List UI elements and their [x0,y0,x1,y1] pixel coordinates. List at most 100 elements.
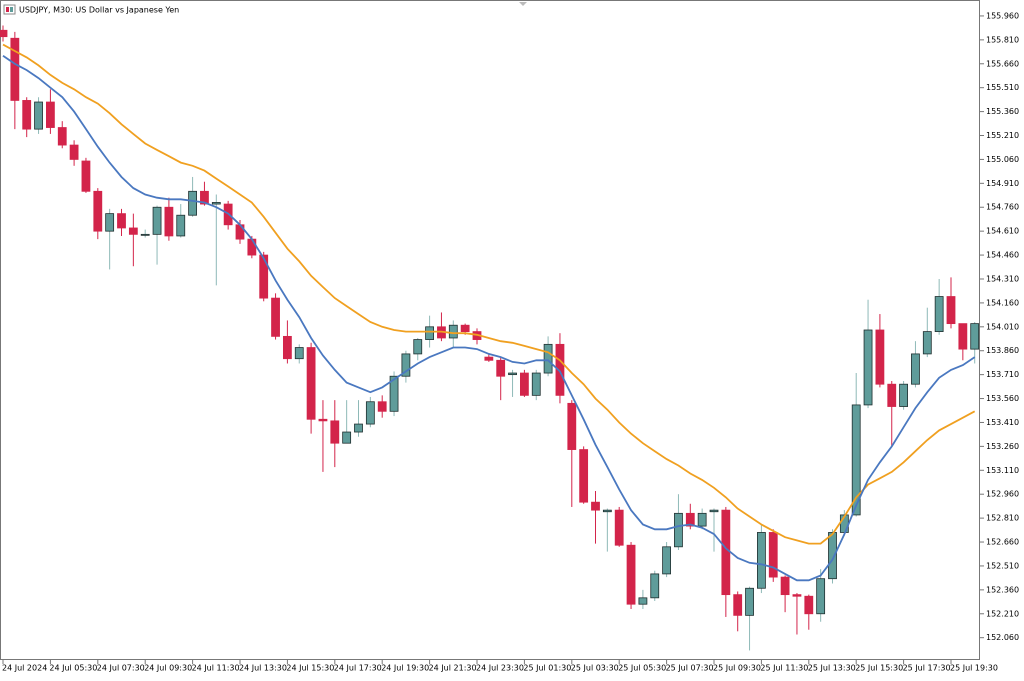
candle-body [934,296,944,332]
x-tick-label: 24 Jul 05:30 [49,664,97,673]
candle-body [792,594,802,597]
candle-body [401,353,411,377]
candle-body [662,546,671,575]
scroll-marker [519,2,527,6]
y-tick-label: 153.410 [986,418,1019,427]
candle-body [685,512,695,527]
candle-body [81,160,91,192]
x-tick-label: 25 Jul 03:30 [571,664,619,673]
y-tick-label: 154.760 [986,203,1019,212]
x-tick-label: 24 Jul 19:30 [381,664,429,673]
candle-body [887,383,897,407]
moving-average-line [2,43,976,545]
candle-body [911,353,920,385]
candle-body [117,213,126,229]
candle-body [176,214,186,237]
candle-body [294,347,304,360]
candle-body [555,343,565,396]
x-tick-label: 25 Jul 13:30 [808,664,856,673]
candle-body [579,449,589,503]
y-tick-label: 153.560 [986,394,1019,403]
candle-body [804,595,814,615]
candle-body [318,418,328,422]
candle-body [377,401,387,412]
x-tick-label: 24 Jul 21:30 [429,664,477,673]
x-tick-label: 24 Jul 07:30 [97,664,145,673]
candle-body [10,37,20,101]
candle-body [650,573,660,599]
candle-body [282,335,292,360]
candle-body [970,323,980,350]
x-tick-label: 24 Jul 17:30 [334,664,382,673]
y-tick-label: 155.360 [986,107,1019,116]
candle-body [626,544,636,605]
y-tick-label: 152.360 [986,585,1019,594]
candle-body [22,100,32,130]
candle-body [0,29,8,38]
candle-body [259,254,269,299]
candle-body [863,329,873,406]
y-tick-label: 152.210 [986,609,1019,618]
candle-body [899,383,908,407]
candle-body [247,238,257,256]
candle-body [520,372,529,396]
x-tick-label: 25 Jul 07:30 [666,664,714,673]
candle-body [330,420,340,444]
y-tick-label: 153.260 [986,442,1019,451]
x-tick-label: 24 Jul 2024 [2,664,47,673]
y-tick-label: 155.510 [986,83,1019,92]
candle-body [733,594,743,616]
icon-frame [3,4,16,15]
candle-body [365,401,375,425]
candle-body [93,190,103,232]
y-tick-label: 155.960 [986,11,1019,20]
candle-body [745,587,754,616]
y-tick-label: 155.060 [986,155,1019,164]
candle-body [496,359,506,377]
y-tick-label: 152.660 [986,538,1019,547]
candle-body [768,532,778,578]
icon-bar [10,7,13,12]
candle-body [188,190,198,216]
candle-body [709,509,719,513]
y-tick-label: 152.960 [986,490,1019,499]
candle-body [354,423,363,433]
candle-body [448,324,458,339]
y-tick-label: 152.510 [986,561,1019,570]
chart-title: USDJPY, M30: US Dollar vs Japanese Yen [19,6,179,15]
icon-bar [6,7,9,12]
candle-body [69,144,79,160]
candle-body [200,190,209,205]
x-tick-label: 25 Jul 11:30 [760,664,808,673]
candle-body [946,296,956,325]
candle-body [697,512,707,527]
candle-body [46,101,55,128]
candle-body [567,402,577,450]
y-tick-label: 155.660 [986,59,1019,68]
candle-body [602,509,612,513]
candle-body [152,206,162,235]
y-tick-label: 153.860 [986,346,1019,355]
x-tick-label: 24 Jul 11:30 [192,664,240,673]
candle-body [508,372,517,376]
y-tick-label: 154.460 [986,251,1019,260]
candle-body [140,233,150,236]
candle-body [271,297,280,337]
candle-body [164,206,174,237]
candle-body [105,213,115,232]
candle-body [413,339,423,355]
x-tick-label: 24 Jul 09:30 [144,664,192,673]
symbol-icon [3,4,16,15]
candle-body [780,576,790,596]
x-tick-label: 25 Jul 05:30 [618,664,666,673]
x-tick-label: 25 Jul 09:30 [713,664,761,673]
candle-body [816,578,826,615]
candle-body [638,597,648,605]
candle-body [460,324,470,332]
y-tick-label: 155.210 [986,131,1019,140]
candle-body [57,127,67,146]
y-tick-label: 154.010 [986,322,1019,331]
x-tick-label: 25 Jul 01:30 [523,664,571,673]
